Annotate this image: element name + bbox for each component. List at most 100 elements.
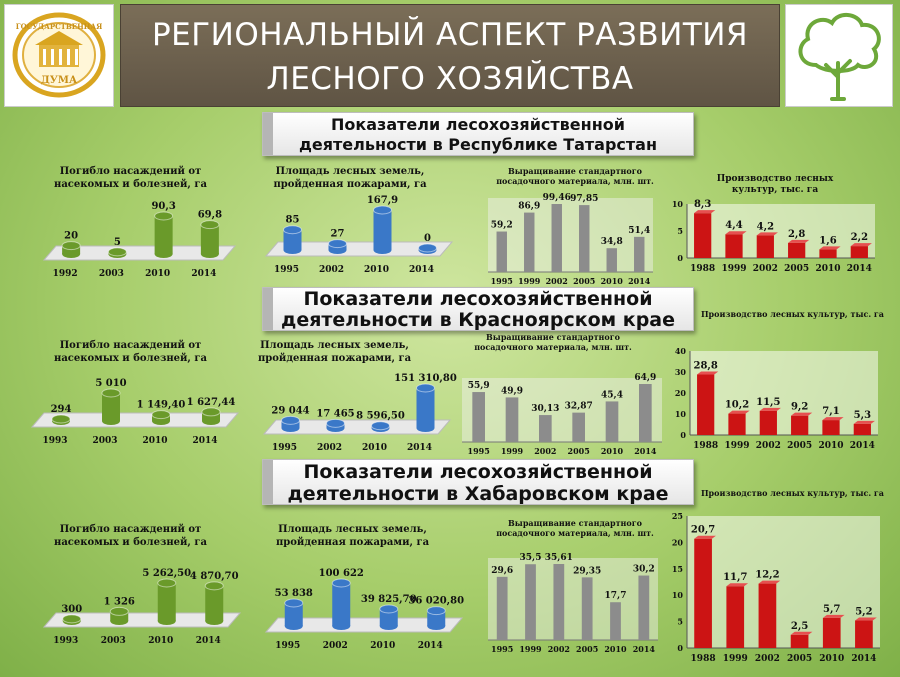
chart-floor	[264, 617, 464, 633]
chart-bar	[371, 421, 390, 432]
data-label: 1 149,40	[137, 400, 186, 411]
data-label: 45,4	[601, 390, 623, 400]
section-title-line1: Показатели лесохозяйственной	[303, 461, 653, 483]
y-tick-label: 10	[672, 199, 684, 209]
chart-floor	[42, 612, 242, 628]
data-label: 12,2	[755, 570, 779, 581]
data-label: 1,6	[819, 235, 836, 246]
chart-title: Погибло насаждений от насекомых и болезн…	[54, 524, 207, 548]
chart-bar	[697, 371, 719, 435]
section-title-line1: Показатели лесохозяйственной	[303, 288, 653, 310]
x-tick-label: 1992	[53, 269, 78, 279]
chart-bar	[553, 564, 565, 640]
chart-floor	[30, 412, 240, 428]
data-label: 34,8	[601, 237, 623, 247]
chart-tatarstan-pests: 20 1992 5 2003 90,3 2010 69,8 2014	[42, 201, 237, 279]
y-tick-label: 15	[672, 564, 683, 574]
chart-bar	[151, 410, 171, 425]
x-tick-label: 2005	[787, 441, 812, 451]
data-label: 294	[51, 404, 72, 415]
chart-bar	[758, 580, 781, 648]
chart-title: Площадь лесных земель, пройденная пожара…	[275, 524, 430, 548]
chart-bar	[725, 231, 747, 258]
data-label: 85	[286, 215, 300, 226]
x-tick-label: 1995	[491, 276, 513, 286]
x-tick-label: 2002	[534, 446, 556, 456]
data-label: 8,3	[694, 199, 711, 210]
chart-bar	[524, 212, 535, 272]
chart-plot-area	[488, 558, 658, 640]
chart-bar	[426, 606, 446, 630]
chart-title: Выращивание стандартного посадочного мат…	[496, 166, 654, 186]
chart-bar	[157, 578, 177, 625]
x-tick-label: 2003	[92, 436, 117, 446]
y-tick-label: 5	[677, 226, 683, 236]
y-tick-label: 0	[677, 643, 683, 653]
chart-bar	[822, 614, 845, 648]
x-tick-label: 2014	[191, 269, 216, 279]
tree-icon	[798, 13, 881, 101]
chart-krasnoyarsk-pests: 294 1993 5 010 2003 1 149,40 2010 1 627,44 2014	[30, 378, 240, 446]
data-label: 28,8	[693, 361, 717, 372]
x-tick-label: 2002	[546, 276, 568, 286]
x-tick-label: 2014	[850, 441, 875, 451]
chart-title: Производство лесных культур, тыс. га	[716, 174, 834, 196]
chart-tatarstan-seedlings: 59,2 1995 86,9 1999 99,46 2002 97,85 2005 34,8 20…	[488, 193, 653, 286]
y-tick-label: 10	[675, 409, 687, 419]
x-tick-label: 1995	[468, 446, 490, 456]
data-label: 300	[61, 604, 82, 615]
chart-bar	[759, 407, 781, 435]
chart-tatarstan-cultures: 0 5 10 8,3 1988 4,4 1999 4,2 2002 2,8 2005 1,6 2010 2…	[672, 199, 875, 274]
data-label: 11,5	[756, 397, 780, 408]
chart-bar	[154, 211, 174, 258]
data-label: 5,7	[823, 604, 840, 615]
chart-bar	[505, 397, 519, 442]
chart-bar	[551, 204, 562, 272]
x-tick-label: 2003	[101, 636, 126, 646]
section-banner-krasnoyarsk: Показатели лесохозяйственной деятельност…	[262, 287, 694, 331]
y-tick-label: 30	[675, 367, 687, 377]
x-tick-label: 2010	[818, 441, 843, 451]
x-tick-label: 1995	[491, 644, 513, 654]
chart-bar	[379, 604, 399, 630]
chart-bar	[281, 415, 300, 432]
data-label: 99,46	[543, 193, 571, 203]
chart-bar	[819, 246, 841, 258]
data-label: 1 326	[104, 596, 135, 607]
x-tick-label: 2010	[362, 443, 387, 453]
chart-bar	[496, 231, 507, 272]
data-label: 49,9	[501, 386, 523, 396]
data-label: 8 596,50	[356, 411, 405, 422]
chart-floor	[264, 241, 454, 257]
chart-bar	[581, 577, 593, 640]
data-label: 0	[424, 233, 431, 244]
data-label: 29 044	[271, 405, 309, 416]
x-tick-label: 2002	[323, 641, 348, 651]
chart-bar	[328, 239, 347, 254]
x-tick-label: 2010	[601, 276, 624, 286]
chart-bar	[726, 583, 749, 648]
data-label: 10,2	[725, 400, 749, 411]
banner-accent	[263, 460, 273, 504]
section-banner-khabarovsk: Показатели лесохозяйственной деятельност…	[262, 459, 694, 505]
data-label: 167,9	[367, 195, 398, 206]
data-label: 32,87	[565, 402, 593, 412]
data-label: 4,2	[757, 221, 774, 232]
y-tick-label: 0	[677, 253, 683, 263]
chart-bar	[283, 225, 302, 254]
data-label: 51,4	[628, 226, 650, 236]
data-label: 35,61	[545, 553, 573, 563]
data-label: 7,1	[822, 406, 839, 417]
x-tick-label: 2005	[787, 654, 812, 664]
page-header: РЕГИОНАЛЬНЫЙ АСПЕКТ РАЗВИТИЯ ЛЕСНОГО ХОЗ…	[120, 4, 780, 107]
chart-bar	[204, 581, 224, 625]
x-tick-label: 2010	[604, 644, 627, 654]
data-label: 97,85	[570, 194, 598, 204]
data-label: 53 838	[275, 588, 313, 599]
chart-floor	[262, 419, 452, 435]
section-banner-tatarstan: Показатели лесохозяйственной деятельност…	[262, 112, 694, 156]
data-label: 30,2	[633, 565, 655, 575]
chart-bar	[539, 415, 552, 442]
chart-bar	[790, 631, 813, 648]
data-label: 1 627,44	[187, 397, 236, 408]
